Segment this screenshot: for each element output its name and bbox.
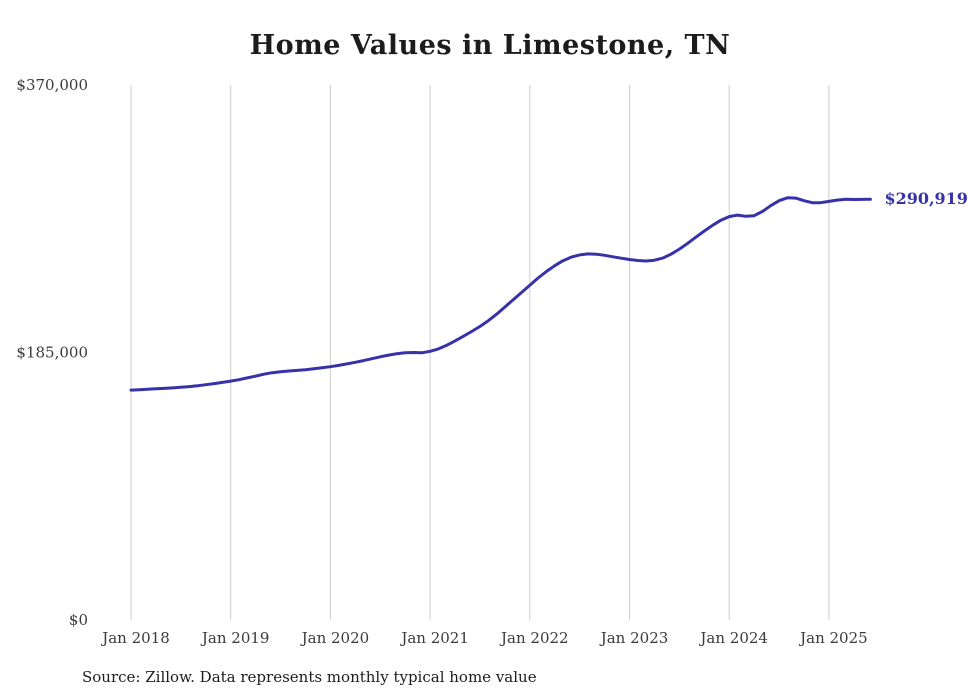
x-tick-label: Jan 2025 xyxy=(798,629,868,647)
latest-value-label: $290,919 xyxy=(884,189,968,209)
home-value-line xyxy=(129,196,872,392)
x-tick-label: Jan 2023 xyxy=(599,629,669,647)
x-tick-label: Jan 2021 xyxy=(399,629,469,647)
source-note: Source: Zillow. Data represents monthly … xyxy=(82,668,537,686)
x-tick-label: Jan 2024 xyxy=(698,629,768,647)
x-tick-label: Jan 2022 xyxy=(499,629,569,647)
chart-title: Home Values in Limestone, TN xyxy=(249,30,731,61)
x-tick-label: Jan 2019 xyxy=(200,629,270,647)
y-tick-label: $370,000 xyxy=(16,76,88,94)
y-tick-label: $0 xyxy=(69,611,88,629)
x-tick-label: Jan 2018 xyxy=(100,629,170,647)
x-tick-label: Jan 2020 xyxy=(300,629,370,647)
y-tick-label: $185,000 xyxy=(16,344,88,362)
